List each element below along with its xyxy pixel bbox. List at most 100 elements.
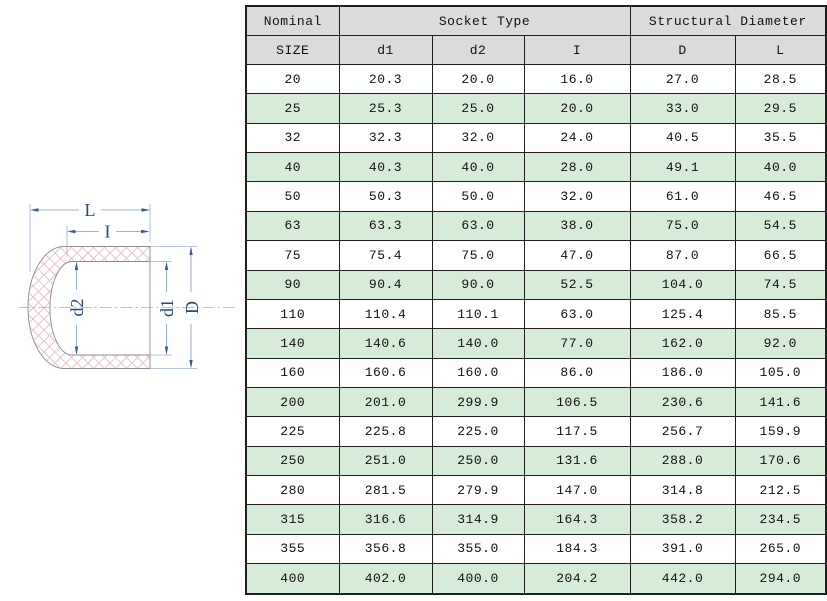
table-cell: 40 [245, 152, 340, 183]
table-row: 315 316.6 314.9 164.3 358.2 234.5 [245, 504, 827, 535]
dim-label-I: I [105, 222, 111, 242]
table-cell: 355.0 [431, 533, 525, 565]
table-cell: 32.3 [338, 122, 433, 154]
table-cell: 85.5 [734, 298, 827, 330]
table-cell: 204.2 [523, 563, 631, 595]
dim-label-d1: d1 [157, 299, 177, 317]
table-cell: 86.0 [523, 357, 631, 388]
table-cell: 280 [245, 475, 340, 506]
table-cell: 75.0 [431, 240, 525, 271]
table-cell: 27.0 [629, 63, 736, 95]
col-header-nominal: Nominal [245, 5, 340, 36]
table-cell: 391.0 [629, 533, 736, 565]
table-cell: 90.4 [338, 269, 433, 300]
table-cell: 225 [245, 416, 340, 447]
table-cell: 32.0 [523, 181, 631, 212]
table-cell: 200 [245, 386, 340, 418]
table-row: 90 90.4 90.0 52.5 104.0 74.5 [245, 269, 827, 300]
table-cell: 90 [245, 269, 340, 300]
table-cell: 16.0 [523, 63, 631, 95]
table-row: 200 201.0 299.9 106.5 230.6 141.6 [245, 386, 827, 418]
table-row: 63 63.3 63.0 38.0 75.0 54.5 [245, 210, 827, 242]
table-cell: 50.0 [431, 181, 525, 212]
table-cell: 288.0 [629, 445, 736, 477]
dim-label-L: L [85, 200, 96, 220]
table-cell: 314.9 [431, 504, 525, 535]
table-cell: 355 [245, 533, 340, 565]
table-row: 75 75.4 75.0 47.0 87.0 66.5 [245, 240, 827, 271]
table-row: 110 110.4 110.1 63.0 125.4 85.5 [245, 298, 827, 330]
dimension-arrows [30, 208, 193, 369]
table-cell: 40.0 [734, 152, 827, 183]
table-cell: 170.6 [734, 445, 827, 477]
table-row: 140 140.6 140.0 77.0 162.0 92.0 [245, 328, 827, 359]
table-cell: 162.0 [629, 328, 736, 359]
table-cell: 160.0 [431, 357, 525, 388]
table-cell: 33.0 [629, 93, 736, 124]
table-row: 225 225.8 225.0 117.5 256.7 159.9 [245, 416, 827, 447]
table-cell: 52.5 [523, 269, 631, 300]
table-cell: 294.0 [734, 563, 827, 595]
table-cell: 25.3 [338, 93, 433, 124]
col-header-i: I [523, 35, 631, 65]
table-body: 20 20.3 20.0 16.0 27.0 28.5 25 25.3 25.0 20.0 33.0… [245, 63, 827, 595]
table-cell: 63.0 [523, 298, 631, 330]
table-cell: 50 [245, 181, 340, 212]
table-row: 160 160.6 160.0 86.0 186.0 105.0 [245, 357, 827, 388]
table-cell: 140.6 [338, 328, 433, 359]
table-cell: 358.2 [629, 504, 736, 535]
table-row: 400 402.0 400.0 204.2 442.0 294.0 [245, 563, 827, 595]
table-cell: 251.0 [338, 445, 433, 477]
table-row: 25 25.3 25.0 20.0 33.0 29.5 [245, 93, 827, 124]
table-cell: 110.4 [338, 298, 433, 330]
table-cell: 20.0 [523, 93, 631, 124]
table-cell: 234.5 [734, 504, 827, 535]
table-cell: 66.5 [734, 240, 827, 271]
table-cell: 104.0 [629, 269, 736, 300]
table-cell: 442.0 [629, 563, 736, 595]
table-cell: 75.4 [338, 240, 433, 271]
table-cell: 28.5 [734, 63, 827, 95]
table-cell: 299.9 [431, 386, 525, 418]
table-cell: 87.0 [629, 240, 736, 271]
table-cell: 400 [245, 563, 340, 595]
table-cell: 160.6 [338, 357, 433, 388]
table-cell: 63 [245, 210, 340, 242]
table-cell: 106.5 [523, 386, 631, 418]
cap-cross-section-diagram: L I d2 d1 D [18, 200, 237, 369]
table-row: 40 40.3 40.0 28.0 49.1 40.0 [245, 152, 827, 183]
table-cell: 281.5 [338, 475, 433, 506]
table-row: 50 50.3 50.0 32.0 61.0 46.5 [245, 181, 827, 212]
table-cell: 184.3 [523, 533, 631, 565]
table-cell: 77.0 [523, 328, 631, 359]
table-cell: 50.3 [338, 181, 433, 212]
table-cell: 225.0 [431, 416, 525, 447]
table-cell: 279.9 [431, 475, 525, 506]
table-cell: 40.0 [431, 152, 525, 183]
table-cell: 46.5 [734, 181, 827, 212]
table-cell: 40.5 [629, 122, 736, 154]
table-cell: 28.0 [523, 152, 631, 183]
table-row: 280 281.5 279.9 147.0 314.8 212.5 [245, 475, 827, 506]
col-header-d2: d2 [431, 35, 525, 65]
table-cell: 74.5 [734, 269, 827, 300]
dimension-spec-table: Nominal Socket Type Structural Diameter … [245, 5, 827, 595]
table-cell: 105.0 [734, 357, 827, 388]
table-cell: 125.4 [629, 298, 736, 330]
table-cell: 140 [245, 328, 340, 359]
table-row: 20 20.3 20.0 16.0 27.0 28.5 [245, 63, 827, 95]
table-cell: 38.0 [523, 210, 631, 242]
table-cell: 63.3 [338, 210, 433, 242]
table-cell: 265.0 [734, 533, 827, 565]
table-row: 250 251.0 250.0 131.6 288.0 170.6 [245, 445, 827, 477]
table-row: 355 356.8 355.0 184.3 391.0 265.0 [245, 533, 827, 565]
table-cell: 49.1 [629, 152, 736, 183]
table-cell: 47.0 [523, 240, 631, 271]
table-cell: 147.0 [523, 475, 631, 506]
table-cell: 256.7 [629, 416, 736, 447]
table-cell: 164.3 [523, 504, 631, 535]
dim-label-D: D [182, 301, 202, 314]
col-header-d: D [629, 35, 736, 65]
col-header-l: L [734, 35, 827, 65]
table-cell: 117.5 [523, 416, 631, 447]
